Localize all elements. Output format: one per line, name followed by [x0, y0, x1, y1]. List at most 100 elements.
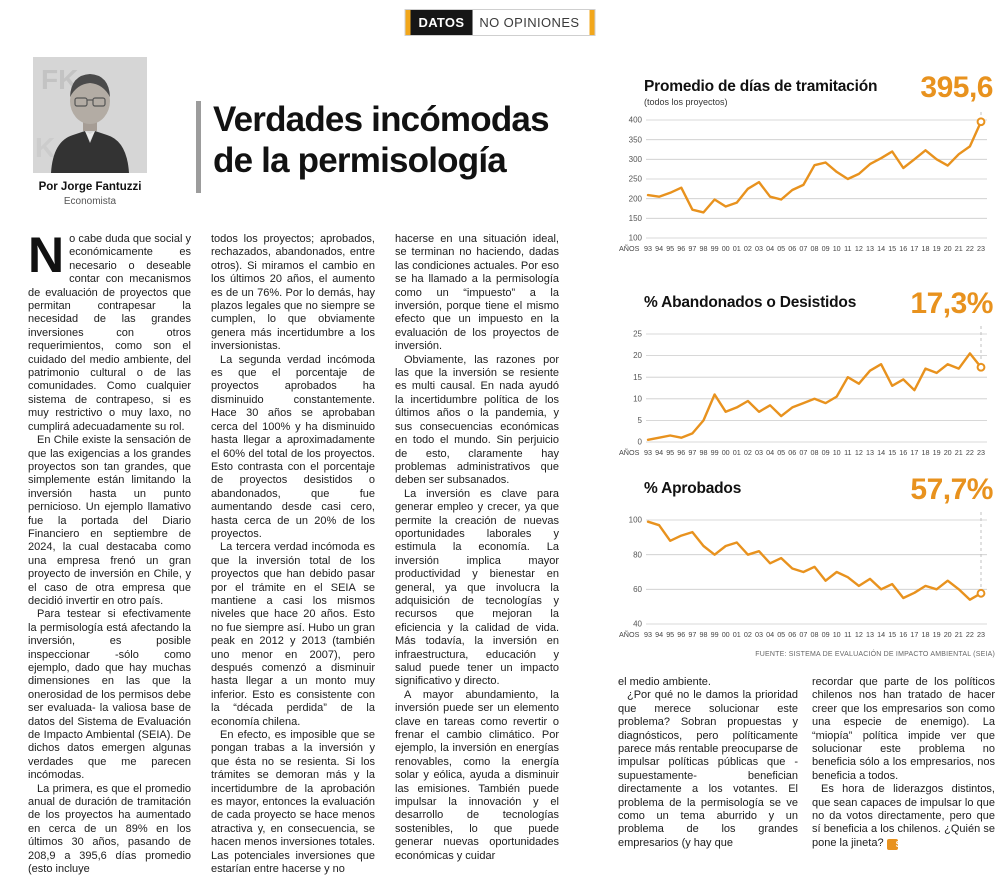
chart-3-value: 57,7%: [910, 473, 993, 506]
x-tick-label: 15: [888, 244, 896, 253]
x-tick-label: 02: [744, 448, 752, 457]
y-tick-label: 60: [633, 585, 642, 594]
x-axis-label: AÑOS: [619, 630, 640, 639]
x-tick-label: 04: [766, 630, 774, 639]
x-tick-label: 14: [877, 448, 885, 457]
x-tick-label: 94: [655, 448, 663, 457]
article-column-3: hacerse en una situación ideal, se termi…: [395, 233, 559, 889]
x-tick-label: 11: [844, 630, 851, 639]
x-tick-label: 14: [877, 244, 885, 253]
chart-1-value: 395,6: [920, 71, 993, 104]
x-tick-label: 20: [944, 448, 952, 457]
x-tick-label: 99: [711, 244, 719, 253]
x-tick-label: 21: [955, 244, 963, 253]
x-tick-label: 96: [677, 630, 685, 639]
article-column-2: todos los proyectos; aprobados, rechazad…: [211, 233, 375, 889]
badge-right-bar: [589, 10, 595, 35]
x-tick-label: 07: [799, 630, 807, 639]
x-tick-label: 04: [766, 244, 774, 253]
x-tick-label: 06: [788, 630, 796, 639]
y-tick-label: 350: [629, 135, 643, 144]
x-tick-label: 97: [688, 448, 696, 457]
x-tick-label: 22: [966, 244, 974, 253]
author-byline: Por Jorge Fantuzzi: [38, 181, 142, 193]
x-tick-label: 12: [855, 448, 863, 457]
source-note: FUENTE: SISTEMA DE EVALUACIÓN DE IMPACTO…: [755, 651, 995, 658]
paragraph: La inversión es clave para generar emple…: [395, 487, 559, 688]
paragraph: Obviamente, las razones por las que la i…: [395, 353, 559, 487]
x-tick-label: 11: [844, 448, 851, 457]
x-tick-label: 09: [822, 244, 830, 253]
badge-left-bar: [405, 10, 411, 35]
x-tick-label: 11: [844, 244, 851, 253]
x-tick-label: 05: [777, 630, 785, 639]
dropcap: N: [28, 233, 65, 283]
chart-1-title: Promedio de días de tramitación: [644, 78, 878, 95]
x-tick-label: 13: [866, 244, 874, 253]
x-tick-label: 03: [755, 448, 763, 457]
x-tick-label: 06: [788, 448, 796, 457]
x-tick-label: 14: [877, 630, 885, 639]
x-tick-label: 17: [910, 244, 918, 253]
x-tick-label: 97: [688, 630, 696, 639]
svg-text:K: K: [35, 132, 55, 163]
x-tick-label: 10: [833, 244, 841, 253]
x-tick-label: 09: [822, 448, 830, 457]
x-tick-label: 22: [966, 630, 974, 639]
x-tick-label: 13: [866, 630, 874, 639]
endpoint-marker: [976, 588, 986, 598]
paragraph: el medio ambiente.: [618, 676, 711, 688]
x-tick-label: 09: [822, 630, 830, 639]
x-tick-label: 98: [700, 630, 708, 639]
paragraph: Para testear si efectivamente la permiso…: [28, 608, 191, 782]
x-tick-label: 19: [933, 244, 941, 253]
badge-tagline: NO OPINIONES: [479, 15, 580, 30]
x-tick-label: 19: [933, 448, 941, 457]
x-tick-label: 04: [766, 448, 774, 457]
x-tick-label: 18: [922, 448, 930, 457]
x-tick-label: 23: [977, 630, 985, 639]
x-tick-label: 23: [977, 448, 985, 457]
paragraph: hacerse en una situación ideal, se termi…: [395, 233, 559, 353]
x-tick-label: 93: [644, 244, 652, 253]
end-of-article-mark: S: [886, 838, 901, 850]
x-tick-label: 93: [644, 448, 652, 457]
x-tick-label: 05: [777, 244, 785, 253]
badge-datos-label: DATOS: [410, 10, 473, 35]
y-tick-label: 100: [629, 234, 643, 243]
x-tick-label: 08: [811, 448, 819, 457]
x-tick-label: 00: [722, 630, 730, 639]
x-tick-label: 96: [677, 448, 685, 457]
chart-2-title: % Abandonados o Desistidos: [644, 294, 857, 311]
x-tick-label: 10: [833, 448, 841, 457]
y-tick-label: 15: [633, 373, 642, 382]
x-tick-label: 98: [700, 244, 708, 253]
page-title-line2: de la permisología: [213, 141, 507, 180]
x-tick-label: 16: [899, 630, 907, 639]
x-tick-label: 08: [811, 244, 819, 253]
page-title: Verdades incómodas de la permisología: [213, 99, 613, 181]
x-tick-label: 12: [855, 244, 863, 253]
chart-3-title: % Aprobados: [644, 480, 742, 497]
x-axis-label: AÑOS: [619, 244, 640, 253]
paragraph: ¿Por qué no le damos la prioridad que me…: [618, 689, 798, 849]
x-axis-label: AÑOS: [619, 448, 640, 457]
endpoint-marker: [976, 362, 986, 372]
paragraph: Es hora de liderazgos distintos, que sea…: [812, 783, 995, 850]
x-tick-label: 22: [966, 448, 974, 457]
x-tick-label: 15: [888, 630, 896, 639]
x-tick-label: 95: [666, 244, 674, 253]
y-tick-label: 5: [638, 416, 643, 425]
x-tick-label: 03: [755, 244, 763, 253]
x-tick-label: 96: [677, 244, 685, 253]
paragraph: En Chile existe la sensación de que las …: [28, 434, 191, 607]
data-line: [646, 520, 983, 601]
x-tick-label: 18: [922, 630, 930, 639]
x-tick-label: 13: [866, 448, 874, 457]
y-tick-label: 200: [629, 194, 643, 203]
x-tick-label: 06: [788, 244, 796, 253]
x-tick-label: 15: [888, 448, 896, 457]
